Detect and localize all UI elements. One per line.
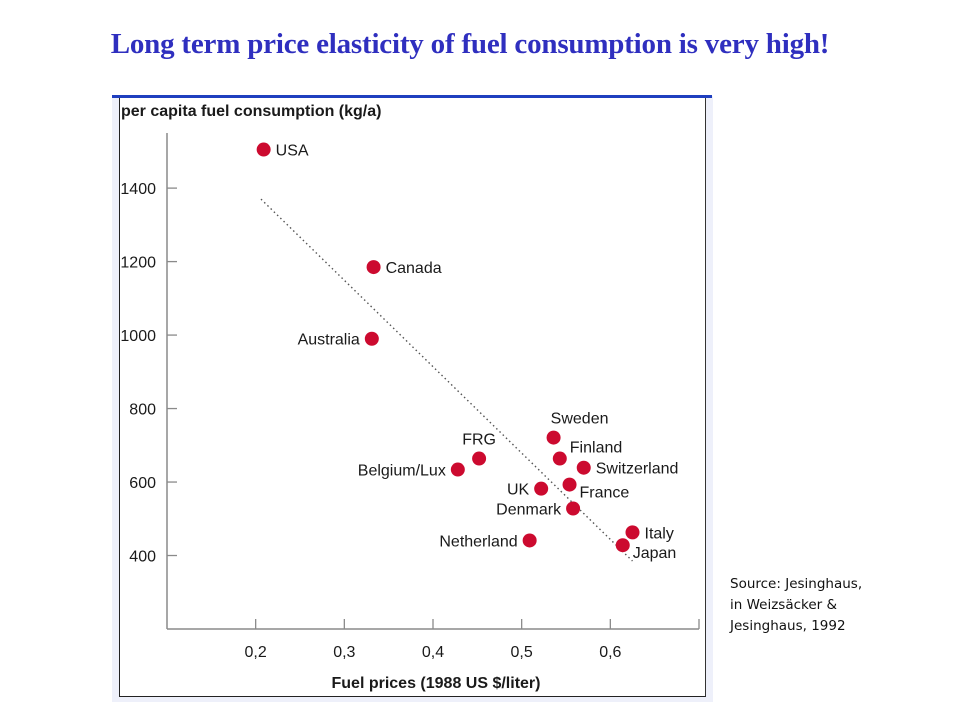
x-ticks: 0,2 0,3 0,4 0,5 0,6: [245, 619, 700, 661]
data-point-label: France: [580, 485, 630, 502]
data-point-marker: [552, 451, 567, 466]
y-tick-label: 400: [129, 549, 156, 566]
data-point: FRG: [462, 432, 496, 466]
x-tick-label: 0,3: [333, 644, 355, 661]
data-point-label: Italy: [645, 525, 674, 542]
data-point: USA: [256, 142, 309, 160]
data-point: Canada: [366, 260, 442, 277]
data-point-label: FRG: [462, 432, 496, 449]
source-note: Source: Jesinghaus, in Weizsäcker & Jesi…: [730, 574, 930, 637]
data-point-label: Switzerland: [596, 461, 679, 478]
data-point-marker: [546, 430, 561, 445]
source-line: Source: Jesinghaus,: [730, 576, 863, 592]
data-point-marker: [534, 481, 549, 496]
data-point-label: Belgium/Lux: [358, 463, 446, 480]
data-point-marker: [576, 460, 591, 475]
chart-plot-box: [119, 98, 706, 697]
data-point-label: Finland: [570, 440, 622, 457]
data-point-label: Netherland: [439, 533, 517, 550]
trend-line: [260, 198, 633, 562]
data-point: Australia: [298, 331, 379, 349]
data-point-label: Denmark: [496, 501, 562, 518]
data-point-marker: [625, 525, 640, 540]
y-tick-label: 1400: [120, 181, 156, 198]
y-tick-label: 600: [129, 475, 156, 492]
data-point: Finland: [552, 440, 622, 466]
data-point-marker: [522, 533, 537, 548]
data-point: Italy: [625, 525, 674, 542]
x-tick-label: 0,6: [599, 644, 621, 661]
data-point: Switzerland: [576, 460, 679, 478]
data-point-marker: [450, 462, 465, 477]
data-point-marker: [472, 451, 487, 466]
data-point: France: [562, 477, 630, 502]
source-line: in Weizsäcker &: [730, 597, 838, 613]
data-points: USA Canada Australia FRG Belgium/Lux UK Nether…: [256, 142, 679, 562]
data-point-label: UK: [507, 482, 530, 499]
y-tick-label: 1000: [120, 328, 156, 345]
data-point-label: Japan: [633, 545, 677, 562]
chart-frame-top-rule: [112, 95, 712, 98]
data-point-marker: [364, 331, 379, 346]
x-tick-label: 0,5: [511, 644, 533, 661]
source-line: Jesinghaus, 1992: [730, 618, 846, 634]
data-point-marker: [256, 142, 271, 157]
data-point-marker: [566, 501, 581, 516]
y-ticks: 400 600 800 1000 1200 1400: [120, 181, 177, 566]
data-point-label: Australia: [298, 332, 360, 349]
data-point: Japan: [615, 538, 677, 562]
data-point-marker: [366, 260, 381, 275]
y-tick-label: 800: [129, 402, 156, 419]
x-axis-title: Fuel prices (1988 US $/liter): [332, 675, 541, 692]
data-point: UK: [507, 481, 549, 499]
data-point-label: USA: [276, 143, 309, 160]
x-tick-label: 0,2: [245, 644, 267, 661]
data-point-marker: [615, 538, 630, 553]
data-point: Belgium/Lux: [358, 462, 465, 480]
data-point: Sweden: [546, 411, 609, 445]
slide-title: Long term price elasticity of fuel consu…: [110, 28, 830, 60]
data-point: Netherland: [439, 533, 537, 550]
data-point: Denmark: [496, 501, 581, 518]
x-tick-label: 0,4: [422, 644, 444, 661]
data-point-label: Sweden: [551, 411, 609, 428]
y-axis-title: per capita fuel consumption (kg/a): [121, 103, 381, 120]
y-tick-label: 1200: [120, 255, 156, 272]
data-point-label: Canada: [386, 260, 442, 277]
data-point-marker: [562, 477, 577, 492]
